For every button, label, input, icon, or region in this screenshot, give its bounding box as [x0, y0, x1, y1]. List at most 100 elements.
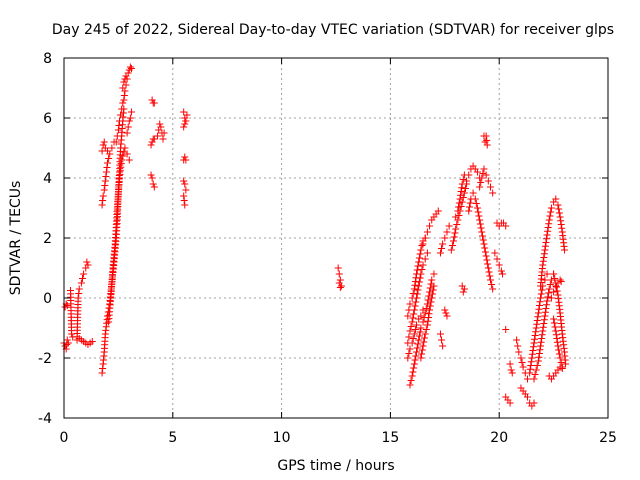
data-point: [540, 254, 548, 261]
data-point: [415, 254, 423, 262]
data-point: [118, 156, 126, 164]
data-point: [127, 65, 135, 72]
data-point: [100, 186, 108, 194]
data-point: [101, 177, 109, 185]
data-point: [61, 342, 69, 350]
data-point: [469, 189, 477, 197]
data-point: [546, 281, 554, 288]
data-point: [542, 239, 550, 246]
data-point: [480, 240, 488, 248]
data-point: [105, 155, 113, 162]
data-point: [537, 342, 545, 350]
data-point: [541, 246, 549, 254]
data-point: [150, 99, 158, 107]
data-point: [406, 345, 414, 353]
data-point: [485, 268, 493, 276]
data-point: [538, 331, 546, 339]
data-point: [405, 350, 413, 357]
data-point: [160, 129, 168, 137]
data-point: [543, 270, 551, 278]
data-point: [540, 250, 548, 258]
data-point: [528, 354, 536, 362]
data-point: [455, 199, 463, 207]
data-point: [436, 330, 444, 338]
data-point: [408, 339, 416, 347]
data-point: [64, 339, 72, 347]
data-point: [550, 319, 558, 327]
data-point: [409, 368, 417, 376]
data-point: [544, 227, 552, 235]
data-point: [465, 171, 473, 179]
data-point: [335, 270, 343, 278]
data-point: [410, 330, 418, 338]
data-point: [560, 246, 568, 254]
data-point: [114, 126, 122, 134]
data-point: [478, 228, 486, 236]
data-point: [413, 290, 421, 298]
data-point: [430, 270, 438, 278]
data-point: [430, 282, 438, 290]
data-point: [458, 184, 466, 192]
data-point: [539, 327, 547, 335]
data-point: [536, 346, 544, 354]
y-tick-labels: -4 -2 0 2 4 6 8: [38, 51, 52, 427]
data-point: [517, 354, 525, 362]
data-point: [531, 335, 539, 343]
data-point: [502, 326, 510, 333]
data-point: [124, 123, 132, 131]
data-point: [98, 369, 106, 377]
data-point: [334, 264, 342, 272]
data-point: [556, 276, 564, 284]
data-point: [413, 348, 421, 356]
data-point: [465, 207, 473, 215]
data-point: [545, 285, 553, 293]
data-point: [461, 185, 469, 192]
data-point: [537, 290, 545, 298]
data-point: [99, 192, 107, 200]
data-point: [552, 279, 560, 287]
data-point: [63, 336, 71, 344]
data-point: [182, 117, 190, 125]
data-point: [539, 261, 547, 269]
data-point: [121, 144, 129, 152]
data-point: [407, 323, 415, 330]
data-point: [452, 225, 460, 233]
data-point: [336, 276, 344, 284]
y-axis-label: SDTVAR / TECUs: [8, 181, 24, 296]
data-point: [482, 132, 490, 140]
data-point: [481, 244, 489, 252]
data-point: [528, 350, 536, 358]
data-point: [426, 306, 434, 314]
data-point: [489, 189, 497, 197]
data-point: [471, 195, 479, 203]
data-point: [74, 294, 82, 302]
data-points: [60, 63, 570, 410]
data-point: [410, 364, 418, 372]
data-point: [414, 262, 422, 270]
data-point: [421, 330, 429, 338]
data-point: [535, 350, 543, 357]
data-point: [460, 189, 468, 197]
data-point: [420, 334, 428, 342]
data-point: [416, 250, 424, 258]
data-point: [408, 372, 416, 380]
data-point: [513, 336, 521, 344]
data-point: [120, 78, 128, 86]
data-point: [536, 298, 544, 306]
data-point: [463, 177, 471, 185]
data-point: [473, 204, 481, 212]
data-point: [419, 342, 427, 350]
data-point: [476, 183, 484, 191]
data-point: [181, 120, 189, 128]
data-point: [453, 221, 461, 228]
data-point: [483, 141, 491, 149]
data-point: [404, 312, 412, 320]
data-point: [411, 302, 419, 310]
data-point: [119, 84, 127, 92]
data-point: [477, 179, 485, 186]
data-point: [415, 336, 423, 344]
data-point: [416, 328, 424, 336]
data-point: [88, 338, 96, 345]
data-point: [531, 332, 539, 339]
